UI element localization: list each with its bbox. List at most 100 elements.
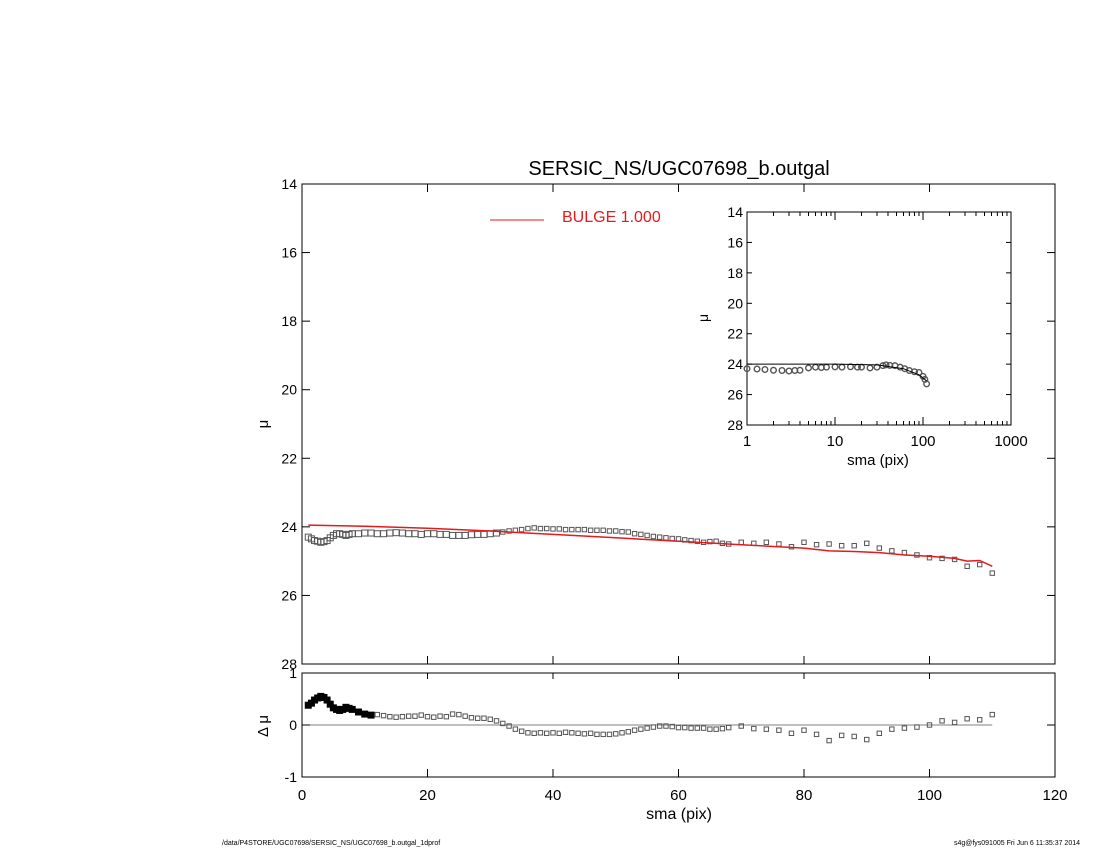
data-point: [506, 528, 512, 534]
residual-point: [550, 730, 556, 736]
residual-point: [380, 712, 387, 719]
data-point: [694, 538, 701, 544]
residual-panel: -101 0 20 40 60 80 100 120 Δ μ sma (pix): [255, 665, 1068, 823]
residual-point: [700, 725, 707, 731]
residual-point: [575, 730, 581, 737]
data-point: [688, 537, 694, 544]
residual-point: [487, 716, 493, 722]
data-point: [562, 526, 569, 533]
data-point: [380, 530, 388, 538]
inset-model-line: [747, 363, 927, 382]
inset-data-point: [923, 380, 931, 388]
x-tick-label: 0: [298, 787, 306, 804]
data-point: [537, 525, 544, 532]
residual-point: [562, 729, 569, 735]
inset-data-point: [743, 365, 751, 373]
data-point: [544, 525, 550, 532]
residual-point: [437, 713, 443, 719]
data-point: [449, 531, 457, 539]
residual-point: [581, 731, 588, 737]
inset-plot-frame: [746, 211, 1012, 426]
main-data-points: [304, 525, 995, 576]
residual-point: [675, 724, 682, 731]
residual-point: [838, 732, 845, 739]
inset-y-tick-label: 26: [727, 387, 743, 403]
x-tick-label: 40: [545, 787, 562, 804]
residual-x-ticks: 0 20 40 60 80 100 120: [298, 673, 1068, 804]
data-point: [964, 563, 970, 569]
residual-point: [512, 726, 519, 732]
inset-y-tick-label: 28: [727, 417, 743, 433]
inset-y-ticks: 14 16 18 20 22 24 26 28: [727, 204, 1011, 433]
main-y-tick-label: 18: [281, 313, 297, 329]
residual-point: [663, 723, 669, 729]
residual-point: [964, 716, 970, 722]
data-point: [738, 539, 744, 545]
residual-point: [556, 730, 562, 737]
residual-point: [977, 717, 983, 723]
data-point: [386, 529, 394, 537]
residual-point: [694, 725, 701, 731]
legend-label: BULGE 1.000: [562, 209, 661, 226]
data-point: [644, 532, 650, 539]
data-point: [405, 530, 413, 538]
residual-point: [387, 713, 393, 720]
residual-point: [638, 726, 644, 732]
residual-point: [481, 715, 487, 721]
inset-x-tick-label: 1: [743, 433, 751, 450]
residual-point: [393, 714, 399, 720]
data-point: [518, 526, 525, 533]
footer-timestamp: s4g@fys091005 Fri Jun 6 11:35:37 2014: [953, 840, 1080, 847]
inset-x-ticks: 1 10 100 1000: [743, 212, 1028, 450]
main-y-tick-label: 28: [281, 656, 297, 672]
inset-data-point: [882, 361, 890, 369]
residual-point: [751, 725, 757, 732]
inset-data-point: [796, 366, 804, 374]
inset-data-point: [753, 365, 761, 373]
data-point: [801, 539, 807, 545]
residual-point: [813, 731, 820, 738]
data-point: [361, 529, 369, 537]
data-point: [493, 529, 501, 537]
inset-y-tick-label: 22: [727, 326, 743, 342]
residual-point: [525, 730, 531, 736]
residual-point: [788, 730, 795, 737]
residual-point: [719, 725, 726, 732]
residual-point: [669, 723, 675, 730]
residual-point: [707, 726, 713, 732]
residual-point: [644, 725, 650, 731]
data-point: [373, 530, 381, 538]
data-point: [556, 526, 562, 532]
residual-point: [569, 730, 575, 736]
residual-point: [864, 736, 870, 743]
residual-point: [851, 733, 857, 740]
x-axis-label: sma (pix): [646, 806, 712, 823]
inset-panel: 14 16 18 20 22 24 26 28 1 10 100 1000 μ sma (pix): [695, 204, 1028, 469]
residual-point: [600, 731, 606, 738]
data-point: [461, 531, 469, 539]
data-point: [926, 555, 933, 561]
residual-point: [776, 727, 782, 733]
residual-data-points: [304, 692, 995, 744]
data-point: [398, 529, 406, 537]
data-point: [939, 555, 945, 562]
data-point: [467, 531, 475, 539]
residual-point: [889, 726, 895, 732]
residual-point: [738, 723, 744, 729]
data-point: [587, 527, 594, 533]
inset-x-tick-label: 10: [827, 433, 844, 450]
main-y-tick-label: 14: [281, 176, 297, 192]
data-point: [675, 536, 682, 542]
data-point: [569, 526, 575, 533]
data-point: [826, 541, 832, 547]
data-point: [581, 526, 588, 533]
data-point: [594, 527, 600, 533]
residual-point: [594, 731, 600, 738]
residual-point: [493, 718, 500, 724]
data-point: [417, 530, 425, 538]
residual-point: [468, 715, 475, 721]
data-point: [656, 534, 663, 540]
data-point: [977, 561, 983, 568]
data-point: [474, 530, 482, 538]
data-point: [669, 535, 675, 542]
